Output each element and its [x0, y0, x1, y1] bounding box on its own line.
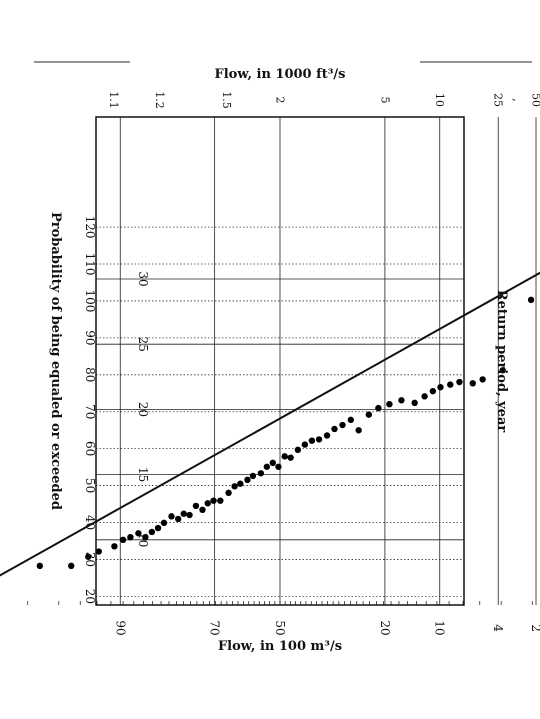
fitted-line: [0, 271, 540, 577]
tick-label-imperial: 120: [83, 216, 97, 239]
data-point: [154, 524, 162, 532]
tick-label-return-period: 10: [433, 93, 446, 107]
tick-label-metric: 20: [136, 402, 150, 417]
tick-label-probability: 90: [113, 620, 127, 635]
tick-label-metric: 10: [136, 532, 150, 547]
data-point: [244, 476, 251, 484]
tick-label-return-period: 25: [492, 93, 505, 107]
data-point: [142, 533, 149, 541]
data-point: [479, 376, 486, 383]
data-point: [275, 463, 282, 470]
tick-label-return-period: 5: [378, 97, 391, 104]
data-point: [386, 400, 393, 408]
data-point: [281, 453, 288, 460]
data-point: [315, 436, 323, 443]
data-point: [421, 393, 428, 400]
data-point: [263, 463, 271, 470]
data-point: [231, 483, 238, 490]
data-point: [225, 489, 232, 497]
data-point: [456, 378, 463, 386]
data-point: [429, 387, 437, 395]
data-point: [135, 530, 142, 537]
data-point: [160, 519, 168, 527]
tick-label-imperial: 40: [83, 515, 97, 530]
tick-label-metric: 25: [136, 337, 150, 352]
right-axis-title: Return period, year: [494, 290, 509, 433]
data-point: [257, 470, 265, 477]
data-point: [186, 511, 193, 519]
fit-line-layer: [0, 271, 540, 577]
data-point: [85, 553, 92, 560]
data-point: [204, 500, 211, 507]
tick-label-probability: 50: [273, 620, 287, 635]
data-point: [339, 421, 346, 429]
tick-label-return-period: 50: [530, 93, 540, 107]
tick-label-probability: 4: [491, 624, 505, 632]
data-point: [168, 513, 175, 520]
data-point: [365, 411, 373, 418]
data-point: [199, 506, 206, 514]
tick-label-imperial: 100: [83, 289, 97, 312]
data-point: [217, 497, 224, 504]
data-point: [95, 548, 102, 555]
data-point: [527, 296, 535, 304]
tick-label-return-period-mark: ,: [511, 98, 524, 102]
tick-labels-layer: 1015202530203040506070809010011012099907…: [83, 91, 540, 635]
data-point: [148, 528, 156, 536]
bottom-axis-title: Flow, in 100 m³/s: [218, 639, 342, 654]
data-point: [68, 562, 75, 570]
tick-label-imperial: 80: [83, 367, 97, 382]
data-point: [331, 425, 338, 433]
tick-label-imperial: 70: [83, 404, 97, 419]
tick-label-return-period: 1.2: [153, 91, 166, 109]
tick-label-metric: 30: [136, 271, 150, 286]
data-point: [269, 459, 277, 467]
data-point: [111, 543, 118, 550]
data-point: [294, 446, 302, 454]
tick-label-probability: 10: [433, 620, 447, 635]
data-point: [287, 454, 294, 461]
data-points-layer: [36, 296, 535, 570]
data-point: [437, 384, 444, 391]
data-point: [375, 404, 382, 412]
data-point: [323, 432, 331, 439]
data-point: [127, 533, 134, 541]
data-point: [180, 510, 187, 517]
tick-label-probability: 2: [529, 624, 540, 632]
data-point: [447, 381, 454, 388]
data-point: [347, 416, 355, 424]
tick-label-metric: 15: [136, 467, 150, 482]
data-point: [398, 397, 405, 404]
grid-layer: [27, 117, 537, 605]
data-point: [210, 497, 217, 504]
tick-label-imperial: 110: [83, 253, 97, 276]
tick-label-return-period: 1.1: [107, 91, 120, 109]
tick-label-imperial: 90: [83, 330, 97, 345]
data-point: [469, 380, 476, 387]
plot-frame: [95, 116, 465, 606]
data-point: [119, 536, 127, 543]
data-point: [174, 515, 182, 523]
data-point: [411, 399, 418, 407]
top-axis-title: Flow, in 1000 ft³/s: [214, 67, 345, 82]
data-point: [308, 437, 316, 444]
data-point: [192, 502, 200, 510]
tick-label-probability: 70: [208, 620, 222, 635]
data-point: [237, 480, 244, 487]
tick-label-imperial: 30: [83, 552, 97, 567]
data-point: [499, 367, 506, 374]
data-point: [355, 427, 362, 434]
tick-label-imperial: 60: [83, 441, 97, 456]
tick-label-imperial: 20: [83, 589, 97, 604]
data-point: [249, 472, 257, 480]
tick-label-return-period: 2: [274, 97, 287, 104]
tick-label-probability: 20: [378, 620, 392, 635]
tick-label-return-period: 1.5: [220, 91, 233, 109]
data-point: [301, 441, 309, 448]
tick-label-imperial: 50: [83, 478, 97, 493]
left-axis-title: Probability of being equaled or exceeded: [48, 212, 63, 510]
data-point: [36, 562, 44, 570]
